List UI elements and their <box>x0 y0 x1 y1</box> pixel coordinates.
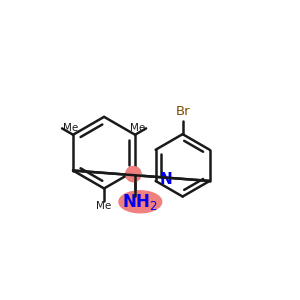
Ellipse shape <box>126 167 141 182</box>
Ellipse shape <box>119 191 162 213</box>
Text: N: N <box>160 172 172 187</box>
Text: Me: Me <box>97 201 112 211</box>
Text: Me: Me <box>130 123 145 134</box>
Text: Me: Me <box>63 123 79 134</box>
Text: NH$_2$: NH$_2$ <box>122 192 158 212</box>
Ellipse shape <box>126 167 141 182</box>
Text: Br: Br <box>175 105 190 118</box>
